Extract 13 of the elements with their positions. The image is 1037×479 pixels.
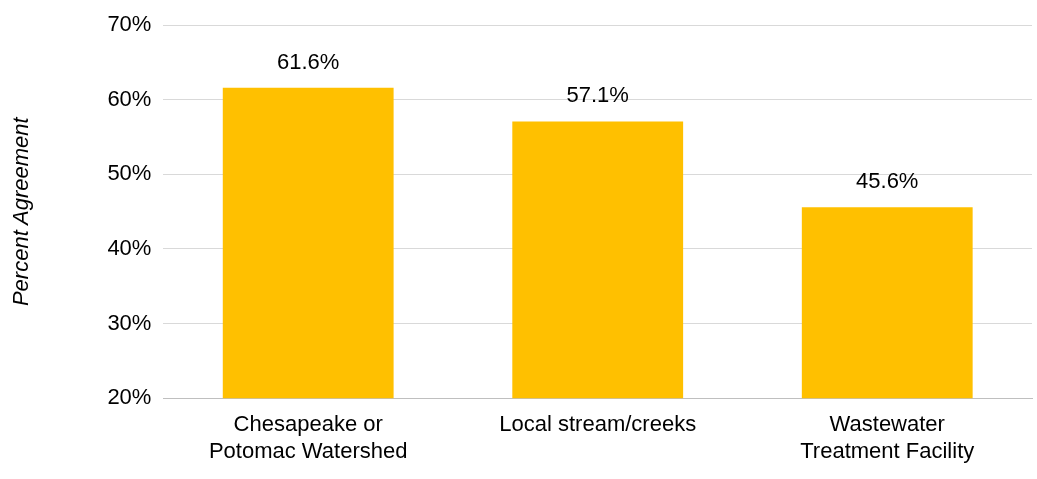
- x-tick-label: Chesapeake or Potomac Watershed: [208, 411, 408, 463]
- y-tick-label: 50%: [107, 160, 152, 186]
- data-label: 57.1%: [566, 82, 629, 108]
- y-axis-title: Percent Agreement: [8, 116, 34, 307]
- y-tick-label: 70%: [107, 11, 152, 37]
- y-tick-label: 30%: [107, 309, 152, 335]
- data-label: 45.6%: [856, 168, 919, 194]
- y-tick-label: 60%: [107, 85, 152, 111]
- y-tick-label: 40%: [107, 235, 152, 261]
- data-label: 61.6%: [277, 48, 340, 74]
- x-tick-label: Local stream/creeks: [499, 411, 697, 437]
- y-tick-label: 20%: [107, 384, 152, 410]
- x-tick-label: Wastewater Treatment Facility: [800, 411, 975, 463]
